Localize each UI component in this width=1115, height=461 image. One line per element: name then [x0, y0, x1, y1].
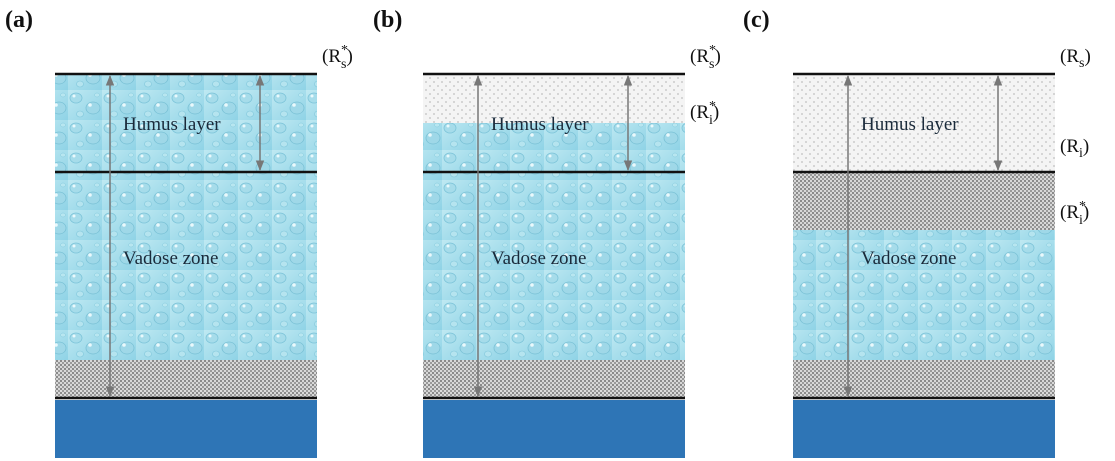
layer-label: Humus layer [123, 114, 221, 135]
layer-label: Vadose zone [123, 248, 219, 269]
gravel-layer [793, 360, 1055, 398]
layer-label: Humus layer [491, 114, 589, 135]
gravel-layer [55, 360, 317, 398]
marker-label: (Rs) [1060, 46, 1091, 71]
marker-label: (R*i) [690, 99, 719, 128]
marker-suffix: ) [1083, 202, 1089, 223]
groundwater [423, 400, 685, 458]
panel-label: (b) [373, 7, 402, 33]
water [423, 123, 685, 360]
gravel-layer [793, 172, 1055, 230]
layer-label: Humus layer [861, 114, 959, 135]
marker-prefix: (R [690, 102, 709, 123]
panel-label: (c) [743, 7, 770, 33]
panel-label: (a) [5, 7, 33, 33]
layer-label: Vadose zone [861, 248, 957, 269]
marker-prefix: (R [322, 46, 341, 67]
marker-label: (R*i) [1060, 199, 1089, 228]
marker-suffix: ) [714, 46, 720, 67]
marker-prefix: (R [1060, 46, 1079, 67]
marker-suffix: ) [1084, 46, 1090, 67]
groundwater [55, 400, 317, 458]
marker-label: (Ri) [1060, 136, 1089, 161]
marker-label: (R*s) [322, 43, 353, 72]
marker-prefix: (R [690, 46, 709, 67]
layer-label: Vadose zone [491, 248, 587, 269]
groundwater [793, 400, 1055, 458]
marker-prefix: (R [1060, 202, 1079, 223]
figure: (a) Humus layer Vadose zone (R*s) (b) Humus l… [0, 0, 1115, 461]
marker-label: (R*s) [690, 43, 721, 72]
marker-suffix: ) [713, 102, 719, 123]
marker-prefix: (R [1060, 136, 1079, 157]
gravel-layer [423, 360, 685, 398]
marker-suffix: ) [1083, 136, 1089, 157]
marker-suffix: ) [346, 46, 352, 67]
